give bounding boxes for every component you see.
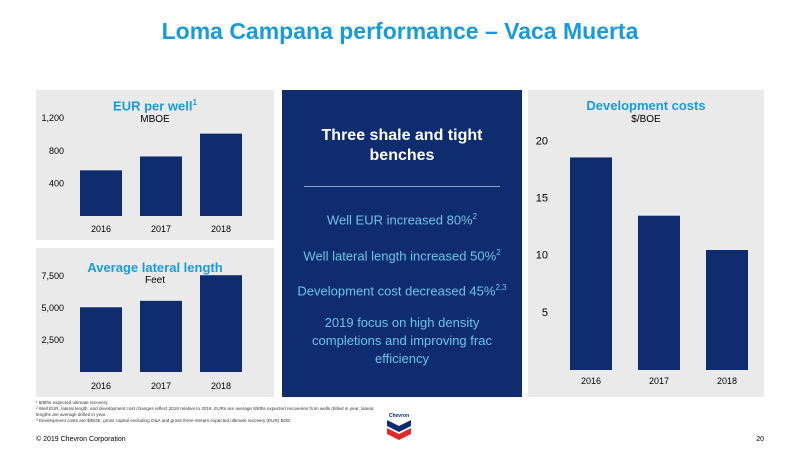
bar-2016: [570, 157, 612, 370]
footnote-1: ¹ 8/8ths expected ultimate recovery.: [36, 400, 109, 405]
bar-2016: [80, 170, 122, 216]
eur-panel-title: EUR per well1: [36, 98, 274, 113]
bar-2017: [140, 300, 182, 372]
eur-title-footnote: 1: [192, 98, 197, 107]
eur-unit: MBOE: [140, 114, 170, 125]
x-category-label: 2016: [91, 224, 111, 234]
page-number: 20: [756, 436, 764, 443]
bar-2018: [200, 133, 242, 216]
lateral-unit: Feet: [144, 275, 165, 286]
y-tick-label: 800: [49, 146, 64, 156]
y-tick-label: 5: [542, 307, 548, 319]
x-category-label: 2017: [151, 381, 171, 391]
summary-item-text: Well EUR increased 80%: [326, 212, 473, 228]
y-tick-label: 15: [536, 193, 548, 205]
chevron-logo: Chevron: [387, 413, 411, 440]
summary-item-footnote: 2: [472, 212, 478, 221]
bar-2016: [80, 307, 122, 372]
chevron-logo-text: Chevron: [389, 413, 409, 419]
summary-item-focus: 2019 focus on high density completions a…: [307, 314, 497, 368]
dev-cost-unit: $/BOE: [631, 114, 661, 125]
y-tick-label: 7,500: [41, 271, 64, 281]
footnotes: ¹ 8/8ths expected ultimate recovery. ² W…: [36, 400, 376, 424]
copyright: © 2019 Chevron Corporation: [36, 436, 126, 443]
y-tick-label: 2,500: [41, 335, 64, 345]
page-title: Loma Campana performance – Vaca Muerta: [161, 18, 639, 44]
y-tick-label: 10: [536, 250, 548, 262]
eur-bar-chart: 400 800 1,200 2016 2017 2018: [41, 113, 242, 234]
x-category-label: 2016: [581, 376, 601, 386]
x-category-label: 2017: [649, 376, 669, 386]
summary-item-eur: Well EUR increased 80%2: [282, 208, 522, 229]
eur-title-text: EUR per well: [113, 98, 193, 114]
dev-cost-panel-title: Development costs: [586, 98, 706, 113]
y-tick-label: 5,000: [41, 303, 64, 313]
lateral-panel: Average lateral length Feet 2,500 5,000 7,…: [36, 248, 274, 397]
bar-2017: [638, 215, 680, 370]
x-category-label: 2017: [151, 224, 171, 234]
lateral-panel-title: Average lateral length: [87, 260, 223, 275]
summary-item-lateral: Well lateral length increased 50%2: [282, 244, 522, 265]
summary-item-text: 2019 focus on high density completions a…: [312, 315, 492, 366]
dev-cost-bar-chart: 5 10 15 20 2016 2017 2018: [536, 135, 748, 386]
summary-panel: Three shale and tight benches Well EUR i…: [282, 90, 522, 397]
x-category-label: 2018: [717, 376, 737, 386]
bar-2018: [706, 250, 748, 370]
footnote-3: ³ Development costs are $/BOE, gross cap…: [36, 418, 292, 423]
summary-item-cost: Development cost decreased 45%2,3: [282, 279, 522, 300]
footnote-2: ² Well EUR, lateral length, and developm…: [36, 406, 374, 417]
summary-item-footnote: 2,3: [495, 283, 507, 292]
eur-panel: EUR per well1 MBOE 400 800 1,200 2016 2017 20…: [36, 90, 274, 240]
summary-item-text: Development cost decreased 45%: [297, 283, 496, 299]
x-category-label: 2018: [211, 224, 231, 234]
lateral-bar-chart: 2,500 5,000 7,500 2016 2017 2018: [41, 271, 242, 391]
y-tick-label: 400: [49, 178, 64, 188]
y-tick-label: 20: [536, 135, 548, 147]
dev-cost-panel: Development costs $/BOE 5 10 15 20 2016 2017 2…: [528, 90, 764, 397]
bar-2017: [140, 156, 182, 216]
summary-item-text: Well lateral length increased 50%: [303, 248, 497, 264]
y-tick-label: 1,200: [41, 113, 64, 123]
summary-divider: [304, 186, 500, 187]
summary-heading: Three shale and tight benches: [321, 127, 483, 164]
summary-item-footnote: 2: [496, 248, 501, 257]
x-category-label: 2018: [211, 381, 231, 391]
bar-2018: [200, 275, 242, 372]
x-category-label: 2016: [91, 381, 111, 391]
